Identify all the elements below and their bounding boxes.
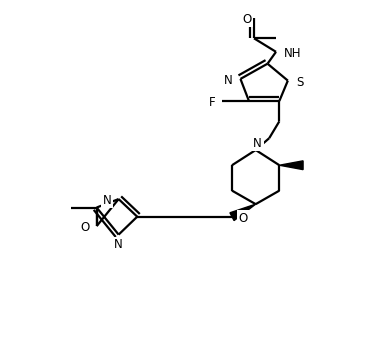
Text: N: N [102,194,111,207]
Polygon shape [230,204,256,221]
Polygon shape [279,161,303,170]
Text: O: O [238,212,247,225]
Text: O: O [80,221,89,234]
Text: S: S [296,76,304,89]
Text: F: F [209,96,216,109]
Text: NH: NH [284,47,301,60]
Text: N: N [253,137,262,150]
Text: N: N [114,238,123,251]
Text: O: O [242,13,251,26]
Text: N: N [224,74,233,87]
